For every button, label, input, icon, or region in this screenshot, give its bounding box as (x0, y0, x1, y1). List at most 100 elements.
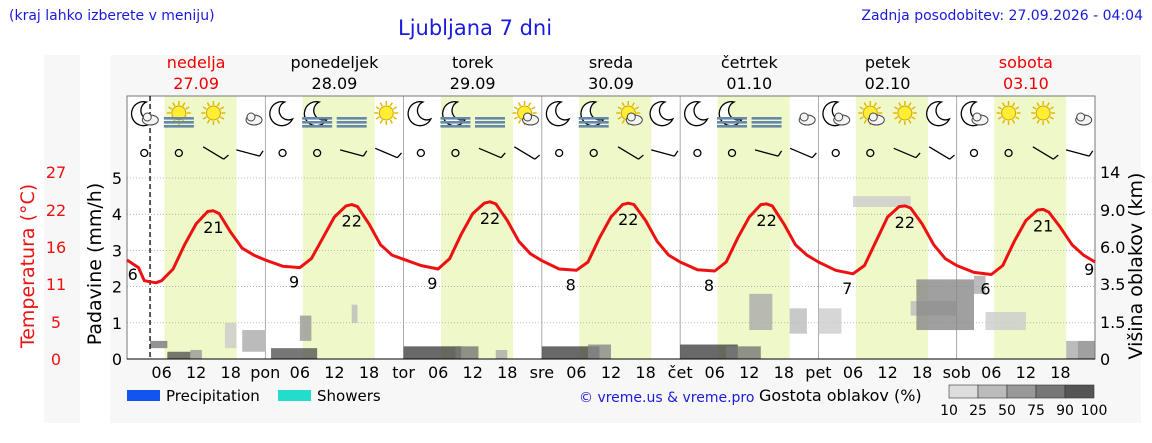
wind-barb-icon (202, 146, 229, 160)
calm-wind-icon (589, 148, 598, 158)
left-axis-panel (44, 55, 80, 423)
day-short-label: sob (943, 363, 971, 382)
day-short-label: tor (392, 363, 415, 382)
page-title: Ljubljana 7 dni (398, 16, 553, 40)
cloud-density-swatch (1064, 384, 1095, 399)
cloud-block (1077, 340, 1095, 359)
cloud-density-tick: 25 (969, 403, 987, 419)
hour-tick-label: 06 (566, 363, 586, 382)
showers-swatch (278, 390, 311, 401)
min-temp-label: 9 (427, 274, 437, 293)
moon-icon (545, 101, 571, 127)
cloud-density-swatch (977, 384, 1008, 399)
wind-barb-icon (893, 147, 921, 159)
cloud-block (455, 346, 479, 359)
cloud-block (167, 351, 191, 359)
moon-icon (649, 101, 675, 127)
cloud-block (242, 330, 266, 352)
fog-icon (336, 117, 367, 128)
wind-barb-icon (1032, 146, 1059, 160)
cloud-block (299, 315, 312, 341)
min-temp-label: 8 (704, 276, 714, 295)
hour-tick-label: 12 (1016, 363, 1036, 382)
fog-icon (475, 117, 505, 128)
calm-wind-icon (727, 148, 737, 158)
min-temp-label: 9 (289, 273, 299, 292)
day-name: torek (452, 53, 494, 72)
moon-cloud-icon (130, 101, 159, 127)
day-name: sreda (589, 53, 633, 72)
moon-icon (407, 101, 433, 127)
day-date: 27.09 (173, 74, 219, 93)
fog-moon-icon (440, 101, 471, 128)
calm-wind-icon (866, 148, 875, 158)
sun-cloud-icon (616, 101, 643, 126)
hour-tick-label: 18 (774, 363, 794, 382)
precipitation-legend-label: Precipitation (166, 387, 260, 405)
temperature-line (126, 200, 1096, 285)
cloud-block (726, 346, 761, 359)
max-temp-label: 22 (895, 213, 915, 232)
max-temp-label: 21 (203, 218, 223, 237)
precip-tick-label: 5 (112, 169, 122, 188)
max-temp-label: 21 (1033, 216, 1053, 235)
hour-tick-label: 06 (843, 363, 863, 382)
cloud-block (224, 322, 237, 349)
daylight-band (302, 96, 375, 359)
temp-axis-label: Temperatura (°C) (17, 184, 39, 349)
day-name: nedelja (167, 53, 226, 72)
calm-wind-icon (416, 148, 426, 158)
sun-icon (892, 101, 917, 125)
cloud-block (587, 344, 611, 359)
hour-tick-label: 12 (324, 363, 344, 382)
cloud-block (749, 293, 773, 331)
hour-tick-label: 06 (981, 363, 1001, 382)
sun-cloud-icon (512, 101, 540, 126)
sun-icon (201, 101, 226, 125)
wind-barb-icon (928, 146, 955, 160)
precip-tick-label: 3 (112, 241, 122, 260)
calm-wind-icon (140, 148, 149, 158)
sun-icon (996, 101, 1021, 125)
precip-tick-label: 0 (112, 350, 122, 369)
day-short-label: pon (250, 363, 280, 382)
cloud-density-tick: 50 (998, 403, 1016, 419)
fog-moon-icon (302, 101, 333, 128)
cloud-block (818, 308, 842, 334)
hour-tick-label: 12 (739, 363, 759, 382)
wind-barb-icon (374, 147, 403, 159)
last-updated: Zadnja posodobitev: 27.09.2026 - 04:04 (861, 8, 1143, 24)
hour-tick-label: 06 (428, 363, 448, 382)
temp-tick-label: 5 (51, 313, 61, 332)
precip-tick-label: 4 (112, 205, 122, 224)
fog-icon (751, 117, 782, 128)
calm-wind-icon (693, 148, 702, 158)
showers-legend-label: Showers (317, 387, 381, 405)
cloud-block (271, 348, 318, 359)
cloud-icon (245, 112, 263, 126)
day-name: sobota (999, 53, 1053, 72)
cloud-block (680, 344, 738, 359)
daylight-band (164, 96, 237, 359)
hour-tick-label: 12 (186, 363, 206, 382)
region-note[interactable]: (kraj lahko izberete v meniju) (9, 8, 215, 24)
wind-barb-icon (754, 149, 783, 157)
wind-barb-icon (617, 146, 644, 160)
min-temp-label: 7 (842, 279, 852, 298)
cloud-block (789, 308, 807, 334)
hour-tick-label: 18 (1050, 363, 1070, 382)
cloud-height-tick-label: 14 (1100, 163, 1120, 182)
cloud-block (150, 340, 168, 349)
wind-barb-icon (513, 146, 541, 160)
day-name: ponedeljek (290, 53, 379, 72)
hour-tick-label: 06 (151, 363, 171, 382)
day-name: petek (865, 53, 911, 72)
cloud-height-tick-label: 9.0 (1100, 201, 1125, 220)
calm-wind-icon (174, 148, 184, 158)
cloud-height-axis-label: Višina oblakov (km) (1125, 173, 1147, 360)
precip-tick-label: 2 (112, 278, 122, 297)
calm-wind-icon (969, 148, 979, 158)
wind-barb-icon (339, 149, 368, 157)
day-date: 02.10 (865, 74, 911, 93)
